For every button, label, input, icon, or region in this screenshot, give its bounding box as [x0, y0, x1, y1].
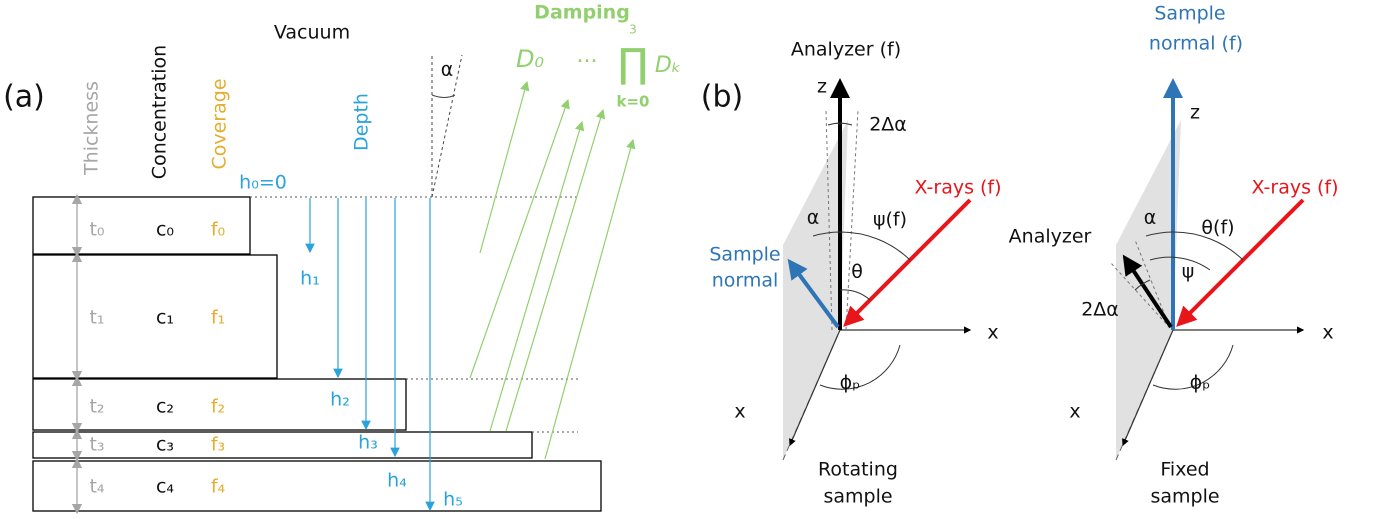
caption: sample: [1150, 486, 1219, 508]
damping-term: Dₖ: [655, 53, 681, 78]
angle-label: α: [807, 207, 820, 229]
depth-label: h₄: [387, 470, 407, 492]
normal-label: Sample: [1154, 3, 1225, 25]
angle-label: θ: [851, 261, 863, 283]
angle-label: α: [1144, 207, 1157, 229]
depth-label: h₃: [358, 432, 378, 454]
layer-concentration: c₁: [156, 307, 174, 329]
alpha: α: [441, 59, 454, 81]
header: Concentration: [149, 45, 171, 179]
angle-label: ψ: [1182, 261, 1195, 283]
beam-label: X-rays (f): [914, 177, 1001, 199]
caption: sample: [823, 486, 892, 508]
layer-thickness: t₀: [89, 219, 104, 241]
layer-coverage: f₀: [211, 219, 225, 241]
axis-label: x: [1322, 322, 1333, 344]
layer-concentration: c₂: [156, 396, 174, 418]
layer-coverage: f₄: [211, 476, 226, 498]
angle-guide: [431, 54, 463, 198]
beam-label: X-rays (f): [1251, 177, 1338, 199]
damping-term: ∏: [618, 41, 648, 87]
header: Depth: [351, 93, 373, 151]
layer-thickness: t₃: [89, 434, 104, 456]
damping-term: k=0: [617, 93, 650, 111]
layer-concentration: c₄: [156, 476, 174, 498]
caption: Rotating: [818, 459, 898, 481]
header: Thickness: [81, 81, 103, 176]
header: Damping: [534, 2, 630, 24]
layer-concentration: c₃: [156, 434, 174, 456]
caption: Fixed: [1160, 459, 1209, 481]
normal-label: normal: [712, 270, 779, 292]
angle-label: ψ(f): [873, 209, 907, 231]
axis-label: z: [817, 76, 827, 98]
damping-arrows: [469, 80, 636, 460]
angle-arcs: [812, 122, 911, 390]
normal-label: normal (f): [1149, 33, 1243, 55]
layer-thickness: t₁: [89, 307, 104, 329]
angle-label: 2Δα: [869, 114, 907, 136]
layer-thickness: t₄: [89, 476, 104, 498]
layer-concentration: c₀: [156, 219, 174, 241]
panel-label: (a): [3, 80, 45, 115]
angle-label: ϕₚ: [1190, 372, 1211, 394]
header: Coverage: [209, 78, 231, 169]
panel-b: (b) Analyzer (f) z 2Δα X-rays (f) ψ(f) α…: [701, 3, 1339, 508]
layer-coverage: f₁: [211, 307, 225, 329]
axis-label: x: [734, 401, 745, 423]
layer-coverage: f₂: [211, 396, 225, 418]
panel-label: (b): [701, 80, 743, 115]
damping-term: D₀: [516, 45, 544, 73]
depth-label: h₅: [443, 489, 463, 511]
damping-term: ...: [577, 43, 598, 68]
axis-label: z: [1190, 102, 1200, 124]
angle-label: ϕₚ: [840, 372, 861, 394]
axis-label: x: [987, 322, 998, 344]
depth-arrows: [305, 198, 435, 512]
angle-arcs: [1134, 231, 1244, 390]
normal-label: Sample: [709, 244, 780, 266]
damping-term: 3: [629, 23, 637, 37]
depth-label: h₁: [300, 268, 320, 290]
panel-a: (a) Thickness Concentration Coverage Vac…: [3, 2, 681, 515]
header: Vacuum: [274, 22, 350, 44]
layer-thickness: t₂: [89, 396, 104, 418]
axis-label: Analyzer (f): [791, 39, 901, 61]
axis-label: x: [1069, 401, 1080, 423]
angle-label: 2Δα: [1081, 299, 1119, 321]
layer-labels: t₀ c₀ f₀ t₁ c₁ f₁ t₂ c₂ f₂ t₃ c₃ f₃ t₄ c₄ f₄: [89, 219, 225, 498]
interfaces: [250, 196, 578, 433]
depth-label: h₂: [330, 389, 350, 411]
depth-label: h₀=0: [239, 172, 287, 194]
layers: [32, 196, 602, 512]
angle-label: θ(f): [1201, 217, 1234, 239]
axis-label: Analyzer: [1009, 226, 1092, 248]
layer-coverage: f₃: [211, 434, 225, 456]
